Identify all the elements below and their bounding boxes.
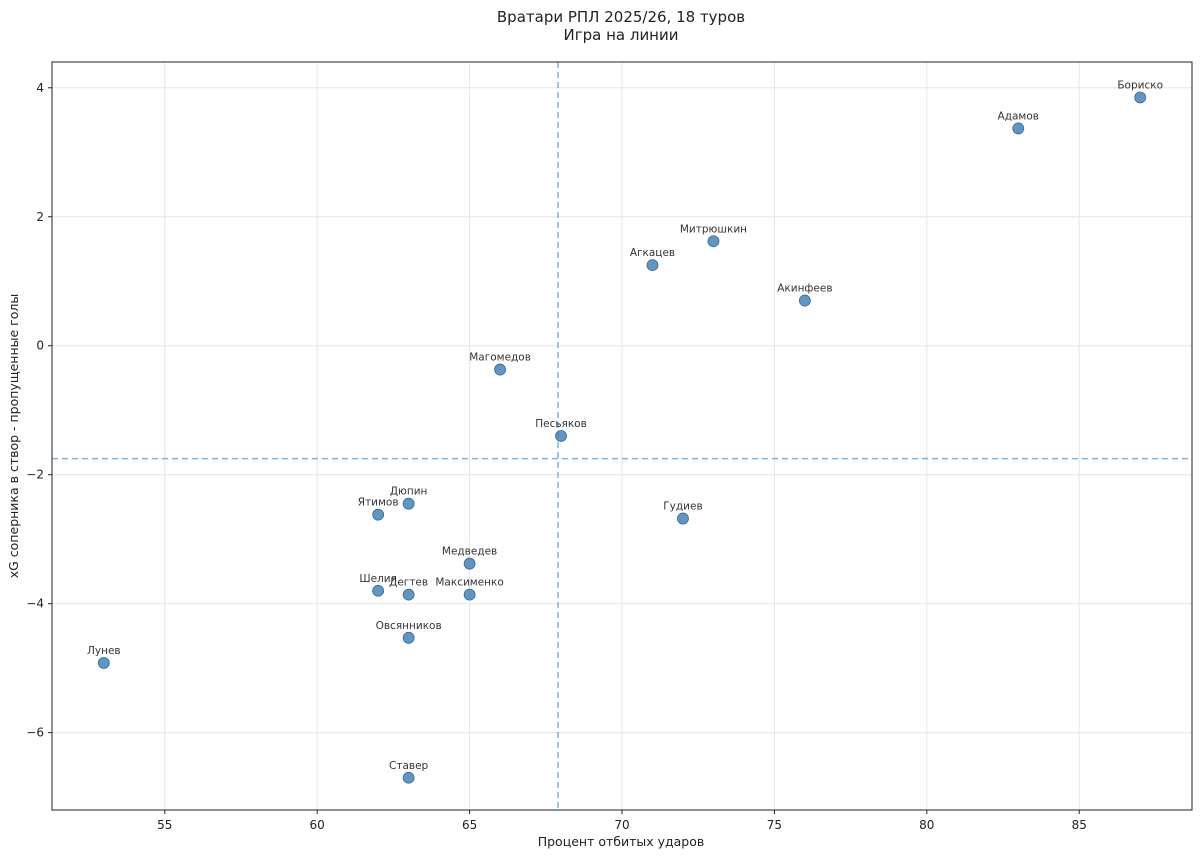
- x-tick-label: 55: [157, 818, 172, 832]
- data-point: [372, 508, 385, 521]
- point-labels: Бориско Адамов Митрюшкин Агкацев Акинфеев Маг…: [87, 79, 1163, 771]
- point-label: Агкацев: [630, 247, 675, 259]
- y-tick-label: 4: [36, 81, 44, 95]
- point-label: Лунев: [87, 645, 121, 657]
- data-point: [463, 588, 476, 601]
- point-label: Гудиев: [663, 501, 702, 513]
- data-point: [463, 557, 476, 570]
- x-tick-label: 65: [462, 818, 477, 832]
- point-label: Магомедов: [469, 352, 531, 364]
- x-tick-label: 70: [614, 818, 629, 832]
- data-point: [798, 294, 811, 307]
- chart-title: Вратари РПЛ 2025/26, 18 туров: [497, 8, 745, 26]
- y-tick-label: −2: [26, 468, 44, 482]
- y-tick-label: 2: [36, 210, 44, 224]
- point-label: Медведев: [442, 546, 497, 558]
- point-label: Бориско: [1117, 79, 1163, 91]
- y-axis-label: xG соперника в створ - пропущенные голы: [6, 294, 21, 579]
- y-tick-label: 0: [36, 339, 44, 353]
- axes: 55 60 65 70 75 80 85 4 2 0 −2 −4 −6: [26, 61, 1193, 832]
- data-point: [555, 430, 567, 442]
- point-label: Ятимов: [358, 497, 399, 509]
- x-tick-label: 80: [919, 818, 934, 832]
- point-label: Овсянников: [376, 620, 442, 632]
- point-label: Митрюшкин: [680, 223, 747, 235]
- point-label: Дюпин: [390, 486, 428, 498]
- data-point: [707, 235, 720, 248]
- point-label: Дегтев: [389, 577, 428, 589]
- data-points: [97, 91, 1147, 784]
- data-point: [1012, 122, 1025, 135]
- point-label: Адамов: [998, 110, 1039, 122]
- y-tick-label: −6: [26, 726, 44, 740]
- data-point: [677, 512, 689, 525]
- data-point: [402, 631, 415, 644]
- y-tick-label: −4: [26, 597, 44, 611]
- x-tick-label: 85: [1072, 818, 1087, 832]
- point-label: Шелия: [359, 573, 397, 585]
- data-point: [1134, 91, 1147, 104]
- point-label: Ставер: [389, 760, 429, 772]
- point-label: Акинфеев: [777, 283, 832, 295]
- data-point: [646, 259, 659, 272]
- point-label: Максименко: [435, 577, 503, 589]
- data-point: [494, 363, 506, 376]
- x-axis-label: Процент отбитых ударов: [538, 834, 705, 849]
- x-tick-label: 75: [767, 818, 782, 832]
- data-point: [402, 771, 415, 784]
- x-tick-label: 60: [310, 818, 325, 832]
- point-label: Песьяков: [535, 418, 587, 430]
- chart-subtitle: Игра на линии: [564, 26, 679, 44]
- data-point: [402, 588, 415, 601]
- data-point: [402, 497, 415, 510]
- data-point: [97, 657, 110, 669]
- plot-frame: [51, 61, 1193, 811]
- data-point: [372, 584, 385, 597]
- grid-layer: [52, 62, 1192, 810]
